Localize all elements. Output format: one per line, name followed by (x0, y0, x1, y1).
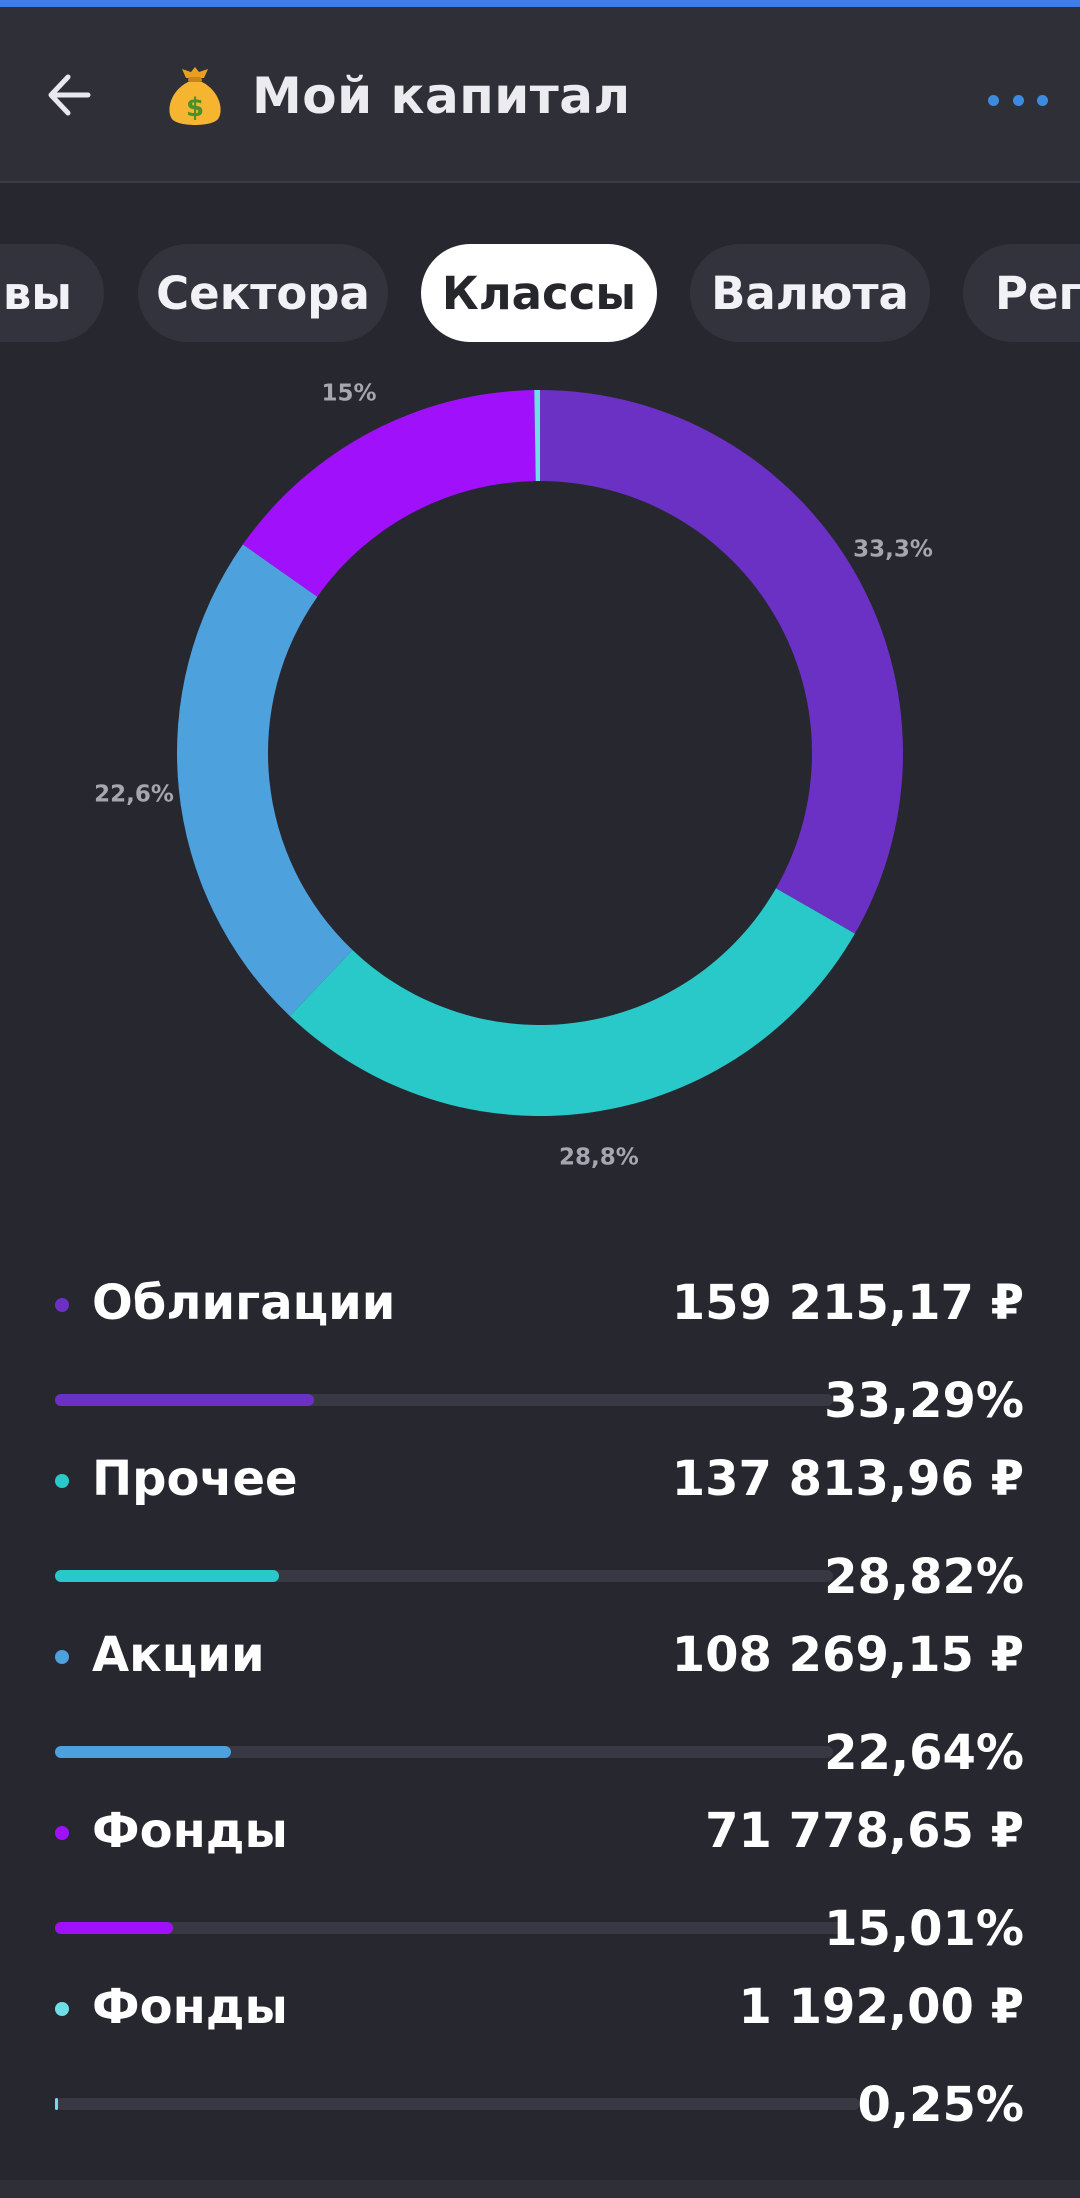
tab-classes[interactable]: Классы (421, 244, 657, 342)
legend-name: Фонды (92, 1979, 288, 2035)
donut-slice (534, 390, 540, 482)
donut-slice (540, 390, 904, 934)
legend-dot (55, 1826, 69, 1840)
legend-name: Акции (92, 1627, 265, 1683)
tab-label: Сектора (156, 266, 370, 320)
arrow-left-icon (48, 74, 91, 116)
legend-dot (55, 1650, 69, 1664)
legend-row[interactable]: Фонды 71 778,65 ₽ 15,01% (0, 1786, 1080, 1962)
legend-row[interactable]: Акции 108 269,15 ₽ 22,64% (0, 1610, 1080, 1786)
legend-percent: 33,29% (824, 1373, 1024, 1429)
legend-percent: 28,82% (824, 1549, 1024, 1605)
legend-name: Фонды (92, 1803, 288, 1859)
legend-percent: 15,01% (824, 1901, 1024, 1957)
more-dots-icon[interactable] (988, 85, 1048, 115)
legend-amount: 108 269,15 ₽ (671, 1627, 1024, 1683)
donut-slice (176, 544, 353, 1016)
progress-track (55, 1922, 843, 1934)
top-accent-line (0, 0, 1080, 7)
slice-label: 28,8% (559, 1145, 639, 1171)
progress-track (55, 1746, 833, 1758)
donut-slice (289, 888, 855, 1116)
progress-fill (55, 1746, 232, 1758)
filter-tabs: ивы Сектора Классы Валюта Реги (0, 244, 1080, 344)
title-wrap: $ Мой капитал (160, 61, 631, 131)
tab-label: Реги (995, 266, 1080, 320)
legend-percent: 0,25% (857, 2077, 1024, 2133)
donut-chart: 33,3% 28,8% 22,6% 15% (94, 380, 933, 1171)
progress-fill (55, 2098, 58, 2110)
svg-text:$: $ (186, 93, 204, 123)
bottom-band (0, 2180, 1080, 2198)
legend-row[interactable]: Прочее 137 813,96 ₽ 28,82% (0, 1434, 1080, 1610)
progress-track (55, 1570, 833, 1582)
progress-fill (55, 1394, 314, 1406)
tab-sectors[interactable]: Сектора (138, 244, 388, 342)
progress-fill (55, 1922, 174, 1934)
legend-percent: 22,64% (824, 1725, 1024, 1781)
legend-name: Прочее (92, 1451, 298, 1507)
tab-label: ивы (0, 266, 72, 320)
tab-assets[interactable]: ивы (0, 244, 104, 342)
legend-amount: 159 215,17 ₽ (671, 1275, 1024, 1331)
app-bar: $ Мой капитал (0, 7, 1080, 183)
tab-regions[interactable]: Реги (963, 244, 1080, 342)
legend-dot (55, 2002, 69, 2016)
money-bag-icon: $ (169, 67, 221, 125)
more-dot (1037, 94, 1048, 106)
legend-dot (55, 1474, 69, 1488)
legend-amount: 137 813,96 ₽ (671, 1451, 1024, 1507)
allocation-chart: 33,3% 28,8% 22,6% 15% (0, 360, 1080, 1200)
progress-fill (55, 1570, 280, 1582)
progress-track (55, 1394, 833, 1406)
slice-label: 22,6% (94, 781, 174, 807)
legend-amount: 1 192,00 ₽ (738, 1979, 1024, 2035)
tab-currency[interactable]: Валюта (690, 244, 930, 342)
slice-label: 33,3% (853, 536, 933, 562)
back-button[interactable] (38, 62, 104, 128)
legend-name: Облигации (92, 1275, 396, 1331)
page-title: Мой капитал (252, 67, 631, 125)
more-dot (1012, 94, 1024, 106)
more-dot (988, 94, 999, 106)
legend-amount: 71 778,65 ₽ (705, 1803, 1024, 1859)
legend-row[interactable]: Облигации 159 215,17 ₽ 33,29% (0, 1258, 1080, 1434)
slice-label: 15% (321, 380, 376, 406)
progress-track (55, 2098, 860, 2110)
legend-dot (55, 1298, 69, 1312)
tab-label: Валюта (711, 266, 909, 320)
tab-label: Классы (441, 266, 637, 320)
legend-row[interactable]: Фонды 1 192,00 ₽ 0,25% (0, 1962, 1080, 2138)
donut-slice (242, 390, 536, 597)
